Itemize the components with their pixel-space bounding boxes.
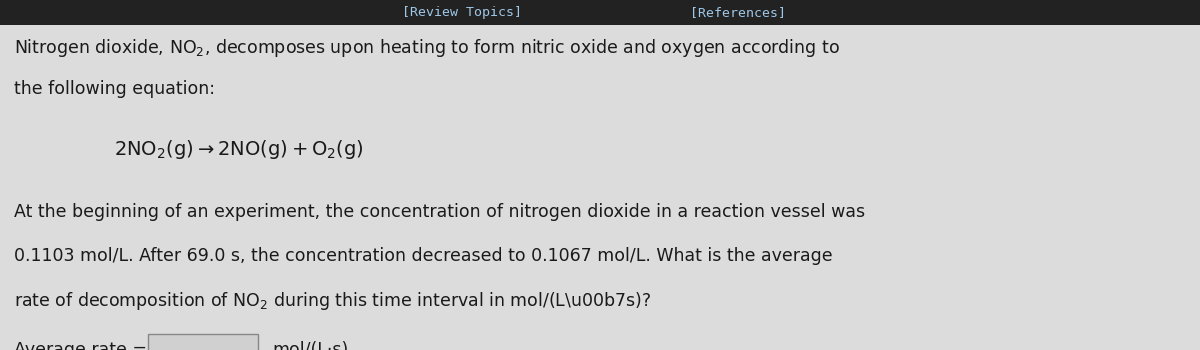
Text: Nitrogen dioxide, $\mathregular{NO_2}$, decomposes upon heating to form nitric o: Nitrogen dioxide, $\mathregular{NO_2}$, … bbox=[14, 37, 840, 59]
Text: the following equation:: the following equation: bbox=[14, 80, 216, 98]
Text: Average rate =: Average rate = bbox=[14, 341, 148, 350]
Text: mol/(L·s): mol/(L·s) bbox=[272, 341, 349, 350]
Text: At the beginning of an experiment, the concentration of nitrogen dioxide in a re: At the beginning of an experiment, the c… bbox=[14, 203, 865, 221]
Text: rate of decomposition of $\mathregular{NO_2}$ during this time interval in mol/(: rate of decomposition of $\mathregular{N… bbox=[14, 290, 652, 313]
FancyBboxPatch shape bbox=[148, 334, 258, 350]
Text: 0.1103 mol/L. After 69.0 s, the concentration decreased to 0.1067 mol/L. What is: 0.1103 mol/L. After 69.0 s, the concentr… bbox=[14, 247, 833, 265]
Text: [Review Topics]: [Review Topics] bbox=[402, 6, 522, 19]
Text: $\mathregular{2NO_2(g) \rightarrow 2NO(g) + O_2(g)}$: $\mathregular{2NO_2(g) \rightarrow 2NO(g… bbox=[114, 138, 364, 161]
Bar bbox=[0, 0, 1200, 25]
Text: [References]: [References] bbox=[690, 6, 786, 19]
